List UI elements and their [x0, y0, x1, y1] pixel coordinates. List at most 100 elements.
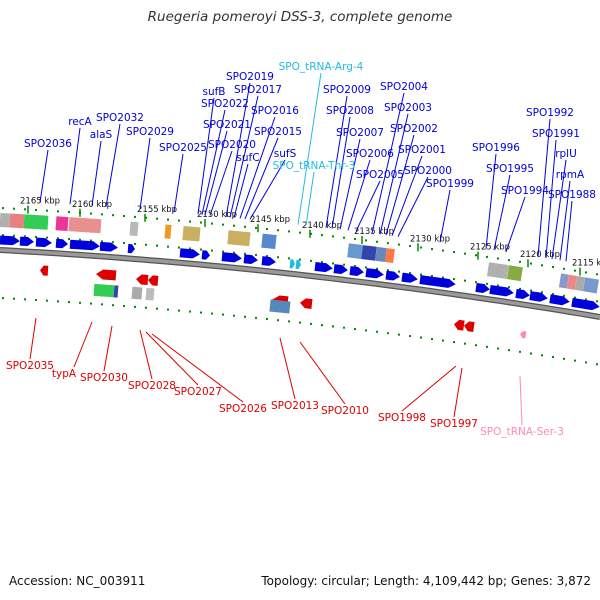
- forward-label-spo2015: SPO2015: [254, 126, 302, 138]
- leader-line: [233, 163, 249, 218]
- tick-dot: [453, 278, 455, 281]
- tick-dot: [24, 208, 26, 211]
- leader-line: [279, 337, 296, 400]
- leader-line: [397, 176, 429, 237]
- kbp-tick-label: 2115 kbp: [572, 259, 600, 269]
- leader-line: [297, 72, 322, 225]
- tick-dot: [112, 241, 114, 244]
- reverse-label-spo2030: SPO2030: [80, 372, 128, 384]
- tick-dot: [585, 271, 587, 274]
- tick-dot: [453, 341, 455, 344]
- forward-label-sufb: sufB: [202, 86, 225, 98]
- tick-dot: [101, 240, 103, 243]
- tick-dot: [398, 270, 400, 273]
- tick-dot: [13, 207, 15, 210]
- genome-summary-text: Topology: circular; Length: 4,109,442 bp…: [261, 574, 591, 588]
- backbone: [0, 248, 600, 319]
- tick-dot: [255, 316, 257, 319]
- forward-label-rplu: rplU: [555, 148, 577, 160]
- tick-dot: [442, 339, 444, 342]
- leader-line: [519, 375, 523, 426]
- tick-dot: [442, 249, 444, 252]
- tick-dot: [354, 238, 356, 241]
- leader-line: [139, 137, 151, 210]
- tick-dot: [519, 260, 521, 263]
- leader-line: [39, 149, 49, 203]
- tick-dot: [310, 232, 312, 235]
- forward-label-spo2017: SPO2017: [234, 84, 282, 96]
- cog-color-block: [129, 221, 139, 237]
- leader-line: [139, 329, 153, 380]
- cog-color-block: [486, 262, 509, 280]
- tick-dot: [57, 210, 59, 213]
- leader-line: [551, 159, 567, 260]
- tick-dot: [46, 299, 48, 302]
- cog-color-block: [0, 213, 11, 228]
- tick-dot: [585, 361, 587, 364]
- tick-dot: [211, 312, 213, 315]
- tick-dot: [299, 321, 301, 324]
- forward-trna-arrow: [295, 259, 301, 270]
- leader-line: [239, 116, 276, 219]
- reverse-cog-block: [269, 299, 291, 314]
- tick-dot: [519, 350, 521, 353]
- forward-label-sufc: sufC: [236, 152, 259, 164]
- tick-dot: [596, 273, 598, 276]
- tick-dot: [299, 258, 301, 261]
- tick-dot: [365, 266, 367, 269]
- tick-dot: [178, 309, 180, 312]
- cog-color-block: [23, 214, 49, 230]
- forward-label-spo2001: SPO2001: [398, 144, 446, 156]
- tick-dot: [464, 279, 466, 282]
- tick-dot: [420, 246, 422, 249]
- tick-dot: [233, 224, 235, 227]
- forward-label-spo2005: SPO2005: [356, 169, 404, 181]
- forward-label-spo1996: SPO1996: [472, 142, 520, 154]
- tick-dot: [222, 223, 224, 226]
- tick-dot: [530, 262, 532, 265]
- tick-dot: [552, 356, 554, 359]
- kbp-tick-label: 2120 kbp: [520, 250, 560, 260]
- kbp-tick-label: 2130 kbp: [410, 234, 450, 244]
- leader-line: [249, 159, 286, 220]
- cog-color-block: [55, 216, 69, 232]
- tick-dot: [596, 363, 598, 366]
- reverse-gene-arrow: [454, 319, 465, 331]
- forward-gene-arrow: [0, 235, 20, 246]
- leader-line: [197, 97, 215, 215]
- tick-dot: [123, 305, 125, 308]
- leader-line: [305, 171, 315, 226]
- outer-dotted-ring: [2, 207, 598, 276]
- tick-dot: [464, 252, 466, 255]
- tick-dot: [563, 267, 565, 270]
- tick-dot: [574, 359, 576, 362]
- cog-color-block: [164, 224, 172, 239]
- reverse-label-spo2035: SPO2035: [6, 360, 54, 372]
- tick-dot: [343, 236, 345, 239]
- forward-label-spo-trna-arg-4: SPO_tRNA-Arg-4: [279, 61, 364, 73]
- map-title: Ruegeria pomeroyi DSS-3, complete genome: [147, 9, 453, 25]
- leader-line: [545, 139, 557, 259]
- forward-gene-arrow: [419, 275, 456, 288]
- leader-line: [493, 174, 511, 251]
- tick-dot: [244, 225, 246, 228]
- reverse-gene-arrow: [136, 274, 149, 285]
- reverse-label-spo-trna-ser-3: SPO_tRNA-Ser-3: [480, 426, 564, 438]
- kbp-tick-label: 2145 kbp: [250, 215, 290, 225]
- tick-dot: [453, 251, 455, 254]
- reverse-gene-arrow: [96, 269, 117, 281]
- reverse-label-typa: typA: [52, 368, 77, 380]
- tick-dot: [200, 311, 202, 314]
- reverse-label-spo1998: SPO1998: [378, 412, 426, 424]
- forward-label-spo-trna-thr-3: SPO_tRNA-Thr-3: [273, 160, 356, 172]
- forward-label-spo2003: SPO2003: [384, 102, 432, 114]
- leader-line: [173, 153, 184, 213]
- leader-line: [371, 92, 405, 234]
- tick-dot: [508, 349, 510, 352]
- tick-dot: [189, 247, 191, 250]
- forward-gene-arrow: [35, 237, 52, 248]
- tick-dot: [530, 289, 532, 292]
